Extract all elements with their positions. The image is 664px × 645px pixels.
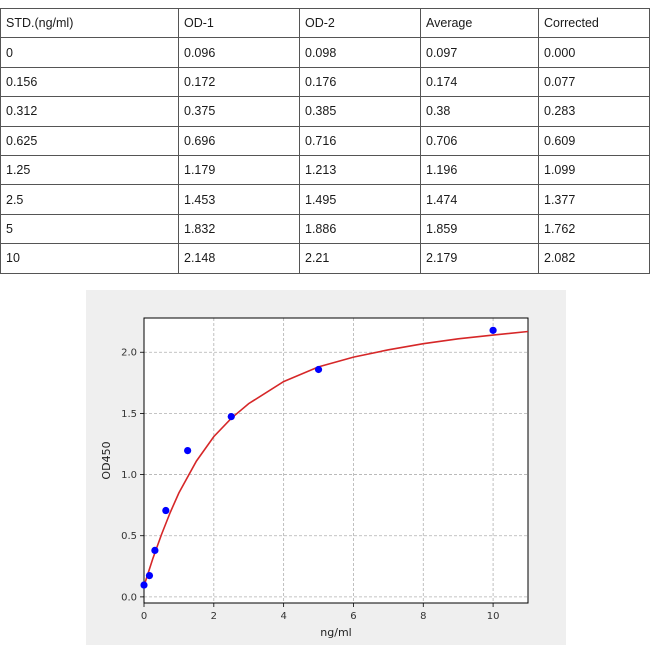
table-cell: 0.625	[0, 125, 179, 156]
col-header-od2: OD-2	[299, 7, 421, 39]
y-tick-label: 1.5	[121, 409, 137, 420]
standard-table: STD.(ng/ml) OD-1 OD-2 Average Corrected …	[0, 7, 650, 274]
data-point	[140, 581, 148, 589]
table-cell: 1.886	[299, 213, 421, 245]
table-cell: 0.716	[299, 125, 421, 156]
table-cell: 1.859	[420, 213, 539, 245]
table-cell: 0.174	[420, 66, 539, 98]
data-point	[162, 506, 170, 515]
x-tick-label: 8	[420, 611, 426, 622]
table-cell: 0.706	[420, 125, 539, 156]
x-tick-label: 6	[350, 611, 356, 622]
table-cell: 1.832	[178, 213, 300, 245]
data-point	[314, 365, 323, 374]
table-cell: 1.196	[420, 154, 539, 186]
x-tick-label: 0	[141, 611, 147, 622]
x-tick-label: 4	[280, 611, 286, 622]
y-axis-label: OD450	[100, 441, 113, 479]
table-cell: 0	[0, 37, 179, 68]
table-cell: 0.176	[299, 66, 421, 98]
data-point	[184, 446, 192, 455]
data-point	[145, 572, 154, 580]
table-cell: 0.096	[178, 37, 300, 68]
y-tick-label: 0.0	[121, 592, 137, 603]
plot-area	[144, 318, 528, 603]
table-row: 0.156 0.172 0.176 0.174 0.077	[0, 66, 650, 98]
table-cell: 0.077	[538, 66, 650, 98]
table-cell: 0.609	[538, 125, 650, 156]
table-row: 0.625 0.696 0.716 0.706 0.609	[0, 125, 650, 156]
table-cell: 0.38	[420, 96, 539, 127]
table-row: 10 2.148 2.21 2.179 2.082	[0, 243, 650, 274]
standard-curve-chart: 0 2 4 6 8 10 0.0 0.5 1.0 1.5 2.0 ng/ml OD450	[100, 317, 529, 639]
x-tick-label: 10	[487, 611, 500, 622]
table-cell: 0.696	[178, 125, 300, 156]
table-cell: 0.097	[420, 37, 539, 68]
table-cell: 2.21	[299, 243, 421, 274]
table-cell: 0.283	[538, 96, 650, 127]
x-tick-label: 2	[211, 611, 217, 622]
table-cell: 1.474	[420, 184, 539, 215]
table-cell: 1.762	[538, 213, 650, 245]
data-point	[151, 546, 159, 555]
table-cell: 0.098	[299, 37, 421, 68]
table-cell: 1.377	[538, 184, 650, 215]
col-header-corrected: Corrected	[538, 7, 650, 39]
fit-curve-line	[143, 330, 529, 587]
y-tick-label: 1.0	[121, 470, 137, 481]
table-cell: 2.148	[178, 243, 300, 274]
table-cell: 0.385	[299, 96, 421, 127]
table-cell: 1.453	[178, 184, 300, 215]
table-row: 2.5 1.453 1.495 1.474 1.377	[0, 184, 650, 215]
table-cell: 1.179	[178, 154, 300, 186]
table-cell: 5	[0, 213, 179, 245]
table-header-row: STD.(ng/ml) OD-1 OD-2 Average Corrected	[0, 7, 650, 39]
table-row: 0 0.096 0.098 0.097 0.000	[0, 37, 650, 68]
table-cell: 0.156	[0, 66, 179, 98]
col-header-od1: OD-1	[178, 7, 300, 39]
data-point	[227, 412, 235, 421]
table-cell: 1.25	[0, 154, 179, 186]
table-cell: 2.082	[538, 243, 650, 274]
col-header-average: Average	[420, 7, 539, 39]
table-row: 0.312 0.375 0.385 0.38 0.283	[0, 96, 650, 127]
table-cell: 1.099	[538, 154, 650, 186]
chart-panel: 0 2 4 6 8 10 0.0 0.5 1.0 1.5 2.0 ng/ml OD450	[86, 290, 566, 645]
y-tick-label: 0.5	[121, 531, 137, 542]
table-cell: 2.179	[420, 243, 539, 274]
table-cell: 10	[0, 243, 179, 274]
x-axis-label: ng/ml	[320, 626, 351, 639]
table-cell: 1.213	[299, 154, 421, 186]
table-cell: 2.5	[0, 184, 179, 215]
table-cell: 1.495	[299, 184, 421, 215]
data-point	[489, 326, 497, 334]
plot-frame	[143, 317, 529, 604]
table-row: 5 1.832 1.886 1.859 1.762	[0, 213, 650, 245]
table-cell: 0.312	[0, 96, 179, 127]
table-cell: 0.172	[178, 66, 300, 98]
table-cell: 0.375	[178, 96, 300, 127]
table-body: 0 0.096 0.098 0.097 0.000 0.156 0.172 0.176 0.17…	[0, 37, 650, 274]
table-row: 1.25 1.179 1.213 1.196 1.099	[0, 154, 650, 186]
table-cell: 0.000	[538, 37, 650, 68]
y-tick-label: 2.0	[121, 348, 137, 359]
col-header-std: STD.(ng/ml)	[0, 7, 179, 39]
